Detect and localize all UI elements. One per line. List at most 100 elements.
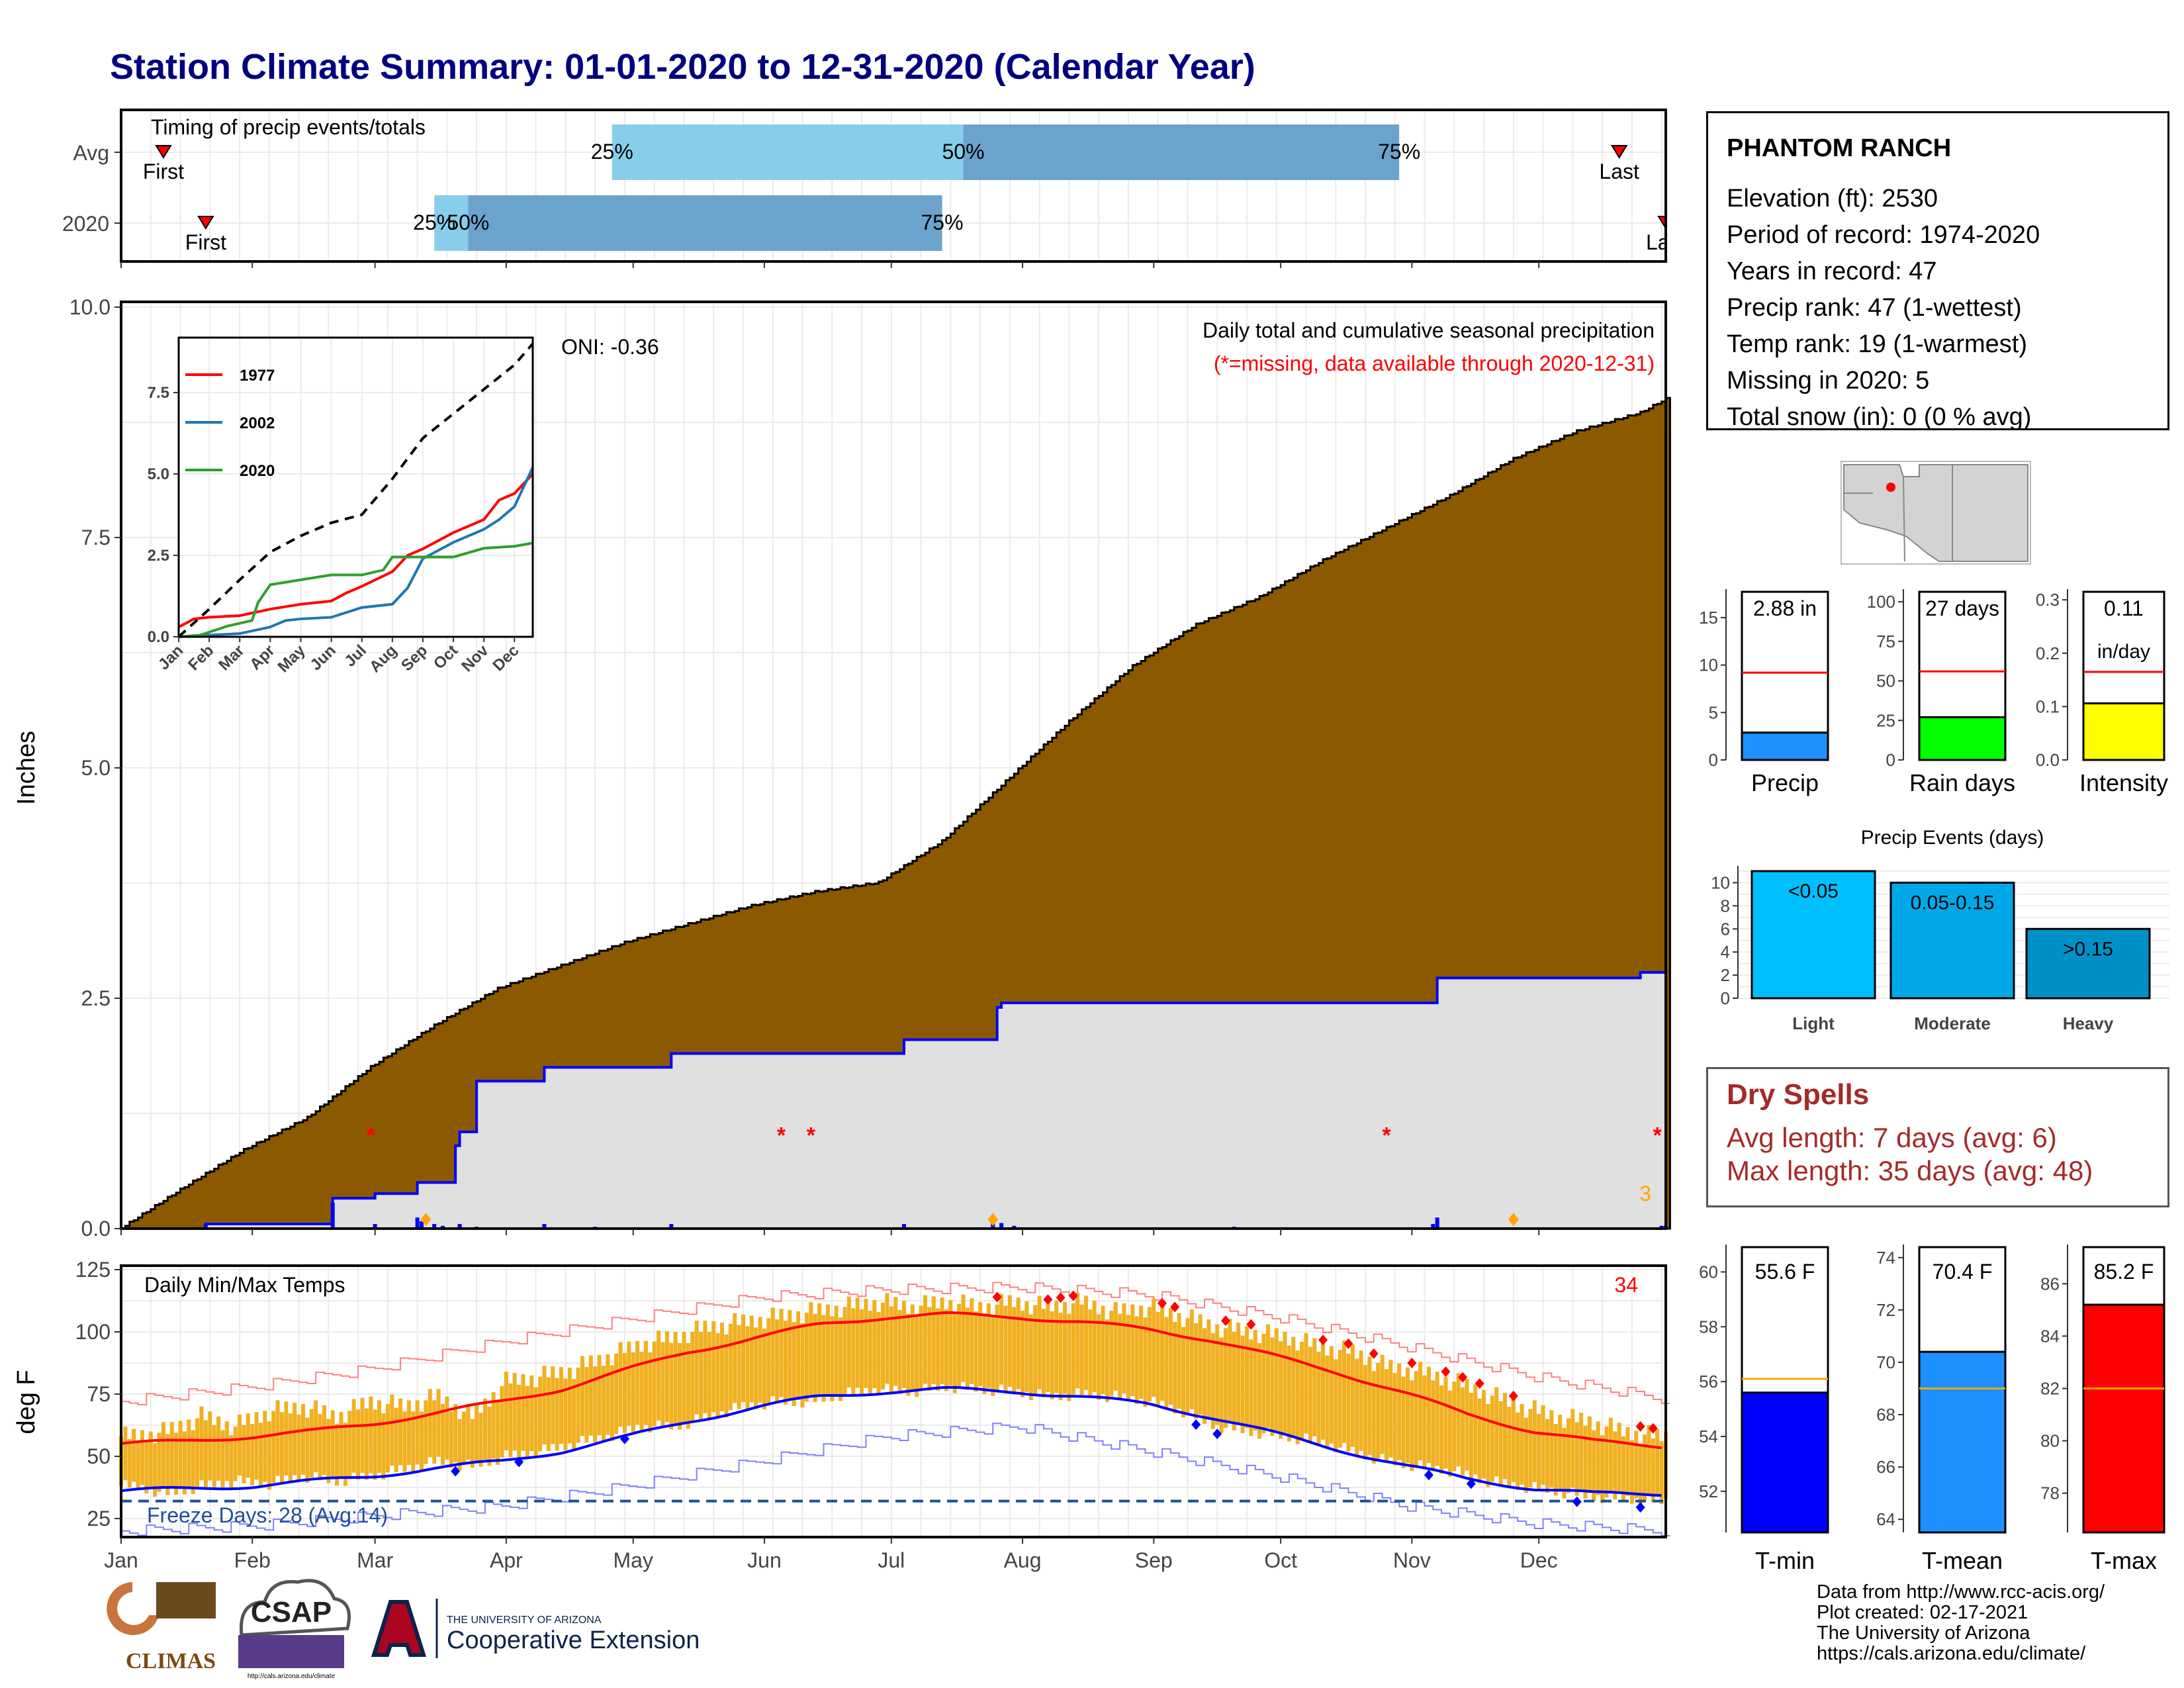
daily-temp-range-bar: [1583, 1425, 1588, 1499]
timing-first-marker: [155, 145, 172, 159]
daily-temp-range-bar: [1443, 1376, 1448, 1469]
daily-temp-range-bar: [783, 1321, 788, 1405]
daily-temp-range-bar: [1101, 1305, 1105, 1395]
daily-temp-range-bar: [432, 1400, 437, 1464]
daily-temp-range-bar: [1346, 1353, 1351, 1452]
precip-legend-line1: Daily total and cumulative seasonal prec…: [1203, 318, 1655, 342]
record-low-marker: [1572, 1496, 1582, 1507]
daily-temp-range-bar: [457, 1419, 462, 1471]
daily-temp-range-bar: [1092, 1301, 1097, 1392]
daily-temp-range-bar: [551, 1366, 555, 1444]
temp-month-label: Apr: [490, 1548, 523, 1572]
inset-series-1977: [178, 473, 534, 629]
page-title: Station Climate Summary: 01-01-2020 to 1…: [110, 47, 1255, 87]
events-category-label: Heavy: [2063, 1013, 2114, 1033]
daily-temp-range-bar: [660, 1342, 665, 1429]
temp-ytick-label: 50: [87, 1444, 111, 1468]
daily-temp-range-bar: [1579, 1413, 1584, 1491]
daily-temp-range-bar: [1181, 1327, 1186, 1418]
dry-spells-title: Dry Spells: [1727, 1078, 1870, 1111]
daily-temp-range-bar: [703, 1321, 707, 1413]
daily-temp-range-bar: [178, 1421, 183, 1488]
mini-bar-ytick-label: 50: [1876, 671, 1895, 691]
daily-temp-range-bar: [1012, 1307, 1017, 1395]
daily-temp-range-bar: [195, 1418, 200, 1487]
record-low-marker: [1635, 1502, 1645, 1513]
timing-row-label: 2020: [62, 212, 109, 236]
events-bar-label: 0.05-0.15: [1911, 892, 1995, 914]
svg-text:CSAP: CSAP: [251, 1596, 332, 1628]
daily-temp-range-bar: [1007, 1295, 1012, 1387]
daily-temp-range-bar: [1532, 1400, 1537, 1482]
daily-temp-range-bar: [144, 1442, 149, 1494]
events-category-label: Light: [1792, 1013, 1835, 1033]
temp-month-label: Oct: [1264, 1548, 1297, 1572]
inset-frame: [177, 336, 534, 638]
timing-first-marker: [197, 216, 214, 230]
events-category-label: Moderate: [1914, 1013, 1991, 1033]
timing-first-label: First: [143, 160, 184, 183]
daily-temp-range-bar: [1210, 1333, 1215, 1429]
record-low-marker: [1466, 1478, 1476, 1489]
daily-temp-range-bar: [995, 1304, 999, 1391]
mini-bar-ytick-label: 0.0: [2036, 750, 2060, 770]
svg-text:http://cals.arizona.edu/climat: http://cals.arizona.edu/climate: [248, 1673, 336, 1680]
daily-temp-range-bar: [936, 1308, 940, 1391]
daily-temp-range-bar: [1249, 1339, 1253, 1436]
daily-precip-bar: [440, 1225, 445, 1229]
daily-temp-range-bar: [860, 1309, 864, 1395]
daily-temp-range-bar: [1629, 1440, 1634, 1504]
daily-temp-range-bar: [1058, 1312, 1063, 1401]
precip-ylabel: Inches: [13, 731, 40, 805]
record-count: 34: [1614, 1273, 1638, 1297]
daily-precip-bar: [1435, 1217, 1439, 1229]
temp-bar-ytick-label: 86: [2040, 1274, 2060, 1293]
daily-temp-range-bar: [580, 1356, 585, 1436]
daily-temp-range-bar: [161, 1422, 165, 1487]
footer-url: https://cals.arizona.edu/climate/: [1817, 1643, 2086, 1664]
daily-temp-range-bar: [901, 1301, 906, 1388]
daily-temp-range-bar: [360, 1397, 365, 1474]
dry-spells-box: Dry Spells Avg length: 7 days (avg: 6) M…: [1706, 1067, 2169, 1207]
timing-p75-label: 75%: [921, 211, 964, 234]
daily-temp-range-bar: [1160, 1303, 1165, 1401]
daily-temp-range-bar: [1194, 1323, 1199, 1419]
daily-temp-range-bar: [915, 1316, 919, 1397]
record-low-marker: [1424, 1470, 1433, 1481]
events-bar-light: [1751, 870, 1876, 1000]
daily-precip-bar: [415, 1217, 420, 1229]
temp-month-label: Aug: [1004, 1548, 1042, 1572]
daily-temp-range-bar: [1295, 1350, 1300, 1444]
timing-bar-25-50: [612, 124, 964, 180]
footer-source: Data from http://www.rcc-acis.org/: [1817, 1581, 2105, 1603]
daily-temp-range-bar: [1223, 1328, 1228, 1428]
daily-temp-range-bar: [1316, 1352, 1321, 1444]
daily-temp-range-bar: [952, 1313, 957, 1393]
oni-label: ONI: -0.36: [561, 335, 659, 359]
daily-temp-range-bar: [1219, 1337, 1224, 1433]
daily-precip-bar: [457, 1224, 462, 1229]
daily-temp-range-bar: [864, 1299, 868, 1388]
timing-right-mask: [1667, 109, 1694, 263]
daily-temp-range-bar: [1414, 1371, 1418, 1466]
daily-temp-range-bar: [825, 1304, 830, 1395]
inset-series-2002: [178, 467, 534, 638]
daily-temp-range-bar: [974, 1311, 978, 1392]
daily-temp-range-bar: [991, 1315, 995, 1396]
events-ytick-label: 8: [1721, 896, 1730, 915]
daily-temp-range-bar: [1439, 1385, 1444, 1474]
daily-temp-range-bar: [1655, 1429, 1660, 1497]
daily-temp-range-bar: [326, 1419, 331, 1483]
svg-text:Cooperative Extension: Cooperative Extension: [447, 1626, 700, 1654]
daily-temp-range-bar: [1075, 1292, 1080, 1389]
daily-temp-range-bar: [686, 1342, 690, 1429]
daily-temp-range-bar: [1456, 1373, 1461, 1467]
mini-bar-category-label: Rain days: [1909, 769, 2015, 796]
daily-temp-range-bar: [1562, 1427, 1567, 1499]
daily-temp-range-bar: [1570, 1409, 1575, 1488]
daily-precip-bar: [420, 1221, 424, 1229]
daily-temp-range-bar: [373, 1409, 377, 1480]
daily-temp-range-bar: [343, 1423, 347, 1486]
daily-temp-range-bar: [855, 1297, 860, 1388]
daily-temp-range-bar: [1350, 1344, 1355, 1447]
